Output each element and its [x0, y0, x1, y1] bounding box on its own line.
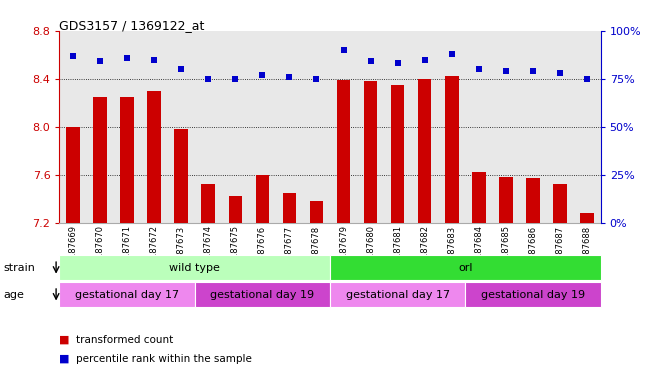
Point [501, 68, 512, 74]
Bar [580, 213, 594, 223]
Point [420, 56, 430, 63]
Text: gestational day 19: gestational day 19 [211, 290, 314, 300]
Bar [553, 184, 567, 223]
Text: gestational day 17: gestational day 17 [346, 290, 449, 300]
Bar [330, 282, 465, 307]
Point [528, 68, 539, 74]
Point [312, 76, 322, 82]
Text: age: age [3, 290, 24, 300]
Text: ■: ■ [59, 335, 70, 345]
Bar [465, 282, 601, 307]
Point [474, 66, 484, 72]
Bar [418, 79, 432, 223]
Bar [364, 81, 378, 223]
Point [121, 55, 132, 61]
Point [392, 60, 403, 66]
Bar [310, 201, 323, 223]
Point [149, 56, 160, 63]
Bar [201, 184, 215, 223]
Bar [174, 129, 188, 223]
Text: orl: orl [458, 263, 473, 273]
Text: strain: strain [3, 263, 35, 273]
Text: ■: ■ [59, 354, 70, 364]
Text: gestational day 17: gestational day 17 [75, 290, 179, 300]
Point [257, 72, 268, 78]
Point [176, 66, 187, 72]
Text: wild type: wild type [169, 263, 220, 273]
Bar [228, 196, 242, 223]
Bar [445, 76, 459, 223]
Point [95, 58, 106, 65]
Bar [195, 282, 330, 307]
Point [339, 47, 349, 53]
Bar [330, 255, 601, 280]
Text: GDS3157 / 1369122_at: GDS3157 / 1369122_at [59, 19, 205, 32]
Bar [93, 97, 107, 223]
Point [366, 58, 376, 65]
Point [68, 53, 79, 59]
Point [230, 76, 241, 82]
Point [447, 51, 457, 57]
Bar [391, 85, 405, 223]
Bar [255, 175, 269, 223]
Bar [526, 178, 540, 223]
Bar [499, 177, 513, 223]
Bar [337, 80, 350, 223]
Text: gestational day 19: gestational day 19 [481, 290, 585, 300]
Bar [66, 127, 80, 223]
Bar [59, 282, 195, 307]
Point [284, 74, 295, 80]
Bar [472, 172, 486, 223]
Point [203, 76, 214, 82]
Bar [282, 193, 296, 223]
Bar [59, 255, 330, 280]
Bar [120, 97, 134, 223]
Text: transformed count: transformed count [76, 335, 173, 345]
Bar [147, 91, 161, 223]
Point [554, 70, 565, 76]
Text: percentile rank within the sample: percentile rank within the sample [76, 354, 251, 364]
Point [582, 76, 593, 82]
